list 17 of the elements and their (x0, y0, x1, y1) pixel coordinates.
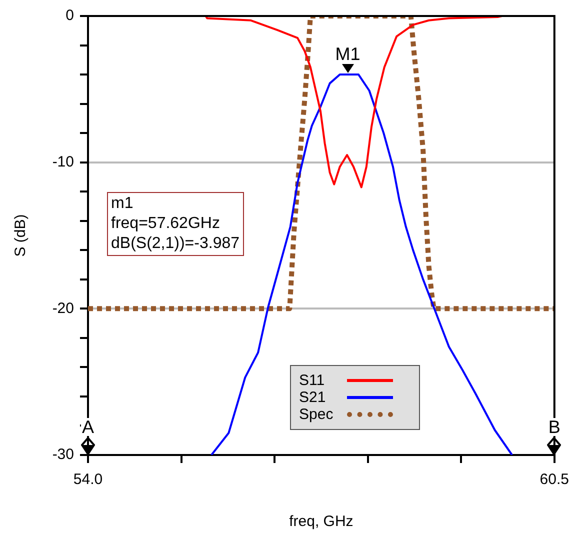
annotation: freq=57.62GHz (111, 214, 221, 234)
legend-label: S21 (299, 389, 327, 406)
annotation: B (547, 417, 562, 437)
annotation: m1 (111, 194, 134, 214)
legend-label: Spec (299, 406, 334, 423)
annotation: dB(S(2,1))=-3.987 (111, 234, 240, 254)
y-tick-label: -10 (52, 153, 74, 170)
y-axis-title: S (dB) (12, 214, 30, 257)
x-tick-label: 60.5 (540, 471, 570, 488)
x-axis-title: freq, GHz (289, 513, 354, 530)
y-tick-label: 0 (66, 7, 74, 24)
x-tick-label: 54.0 (73, 471, 103, 488)
y-tick-label: -20 (52, 300, 74, 317)
y-tick-label: -30 (52, 446, 74, 464)
annotation: M1 (334, 44, 362, 64)
legend-label: S11 (299, 372, 326, 389)
annotation: A (81, 417, 95, 437)
